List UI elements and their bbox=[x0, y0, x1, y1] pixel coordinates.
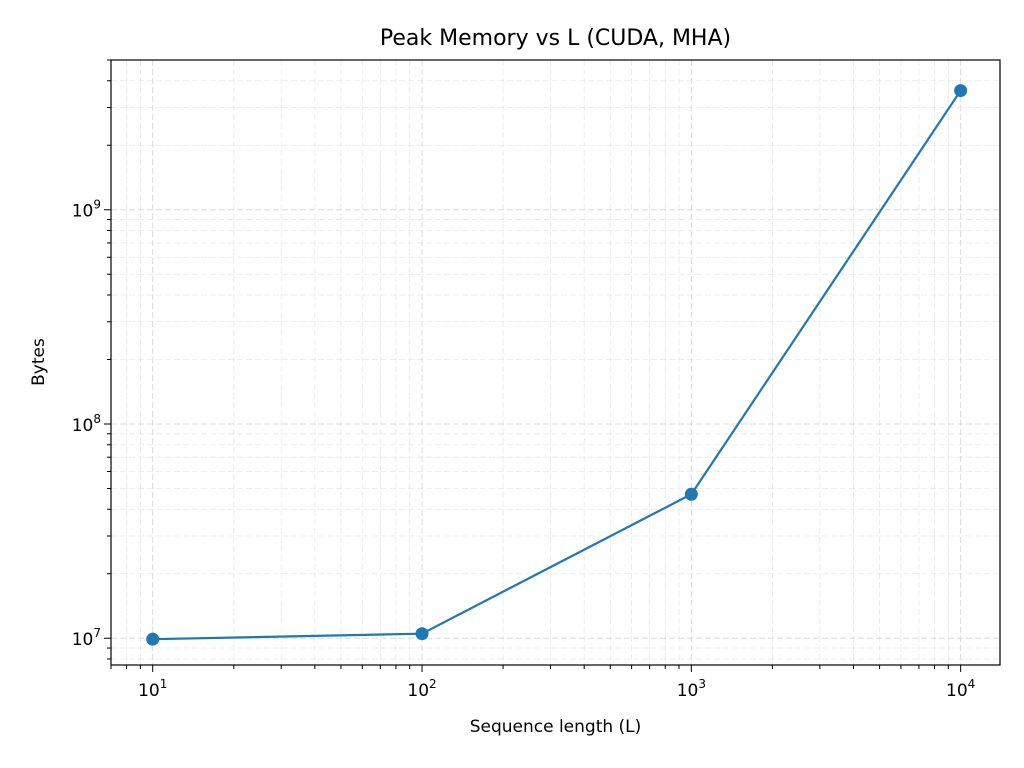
grid-layer bbox=[110, 59, 1000, 665]
y-axis-label: Bytes bbox=[29, 338, 49, 386]
chart-title: Peak Memory vs L (CUDA, MHA) bbox=[380, 26, 731, 51]
data-point-marker bbox=[684, 487, 698, 501]
x-tick-label: 102 bbox=[407, 677, 436, 701]
y-tick-label: 107 bbox=[72, 626, 101, 650]
x-tick-label: 104 bbox=[946, 677, 975, 701]
x-axis-label: Sequence length (L) bbox=[470, 717, 642, 737]
data-point-marker bbox=[415, 627, 429, 641]
y-tick-label: 109 bbox=[72, 198, 101, 222]
x-tick-label: 101 bbox=[138, 677, 167, 701]
data-point-marker bbox=[954, 84, 968, 98]
series-line bbox=[152, 89, 962, 641]
x-tick-label: 103 bbox=[677, 677, 706, 701]
plot-frame bbox=[110, 59, 1001, 666]
data-point-marker bbox=[146, 632, 160, 646]
y-tick-label: 108 bbox=[72, 412, 101, 436]
tick-layer: 101 102 103 104 107 108 109 bbox=[72, 59, 975, 701]
series-layer bbox=[146, 84, 968, 646]
